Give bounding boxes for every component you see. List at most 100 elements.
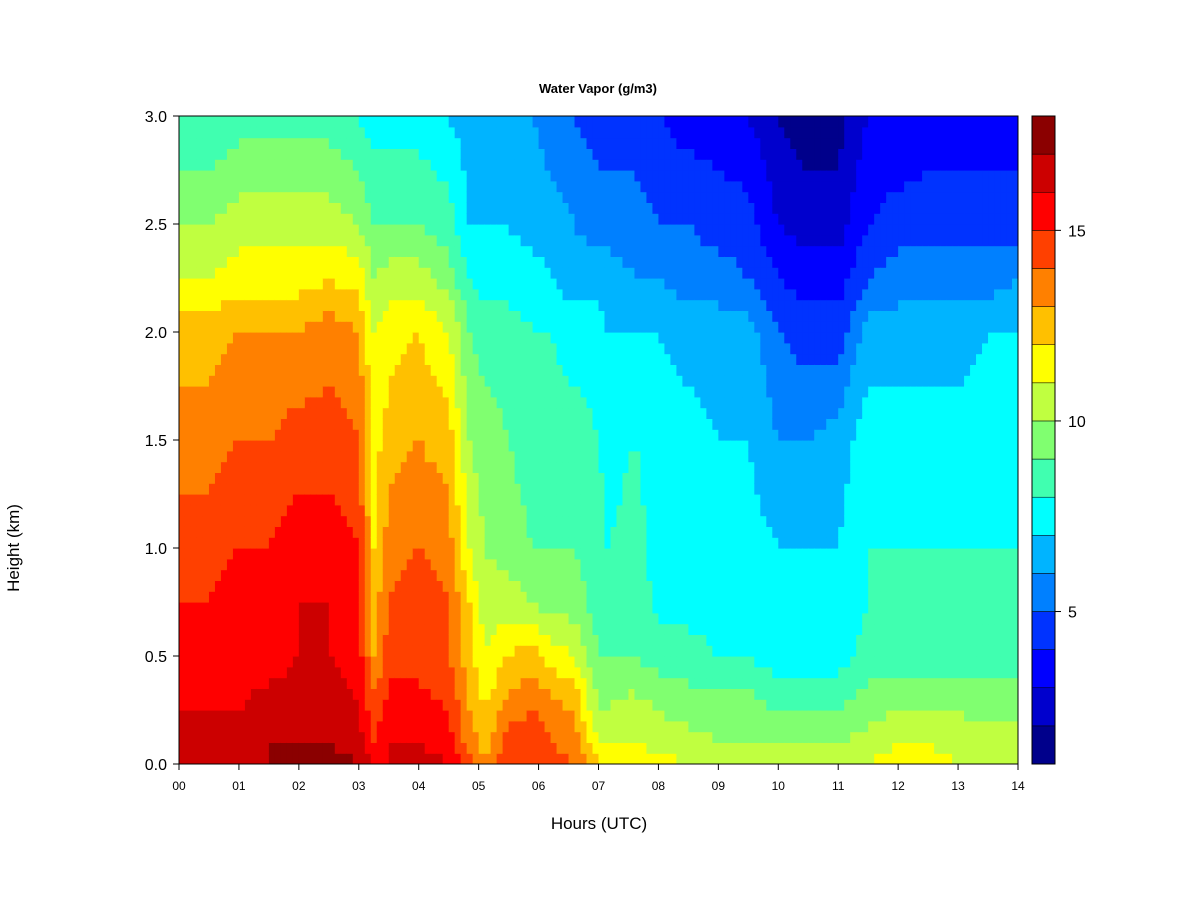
heatmap-cell [592, 375, 600, 387]
heatmap-cell [484, 548, 492, 560]
heatmap-cell [592, 602, 600, 614]
heatmap-cell [586, 742, 594, 754]
heatmap-cell [424, 558, 432, 571]
heatmap-cell [550, 548, 558, 560]
heatmap-cell [664, 472, 672, 484]
heatmap-cell [400, 137, 408, 149]
heatmap-cell [580, 342, 588, 355]
heatmap-cell [346, 202, 354, 214]
heatmap-cell [622, 148, 630, 160]
heatmap-cell [394, 677, 402, 689]
heatmap-cell [574, 342, 582, 355]
heatmap-cell [658, 656, 666, 668]
heatmap-cell [634, 364, 642, 376]
heatmap-cell [424, 634, 432, 646]
heatmap-cell [340, 526, 348, 538]
heatmap-cell [490, 159, 498, 171]
heatmap-cell [538, 418, 546, 430]
heatmap-cell [550, 278, 558, 290]
heatmap-cell [592, 170, 600, 182]
heatmap-cell [322, 526, 330, 538]
heatmap-cell [214, 148, 222, 160]
heatmap-cell [502, 569, 510, 581]
heatmap-cell [322, 612, 330, 625]
heatmap-cell [574, 666, 582, 679]
heatmap-cell [454, 310, 462, 322]
heatmap-cell [334, 299, 342, 311]
heatmap-cell [466, 602, 474, 614]
heatmap-cell [292, 170, 300, 182]
heatmap-cell [226, 213, 234, 225]
heatmap-cell [328, 699, 336, 711]
heatmap-cell [412, 504, 420, 517]
heatmap-cell [616, 634, 624, 646]
heatmap-cell [298, 202, 306, 214]
heatmap-cell [604, 548, 612, 560]
heatmap-cell [514, 472, 522, 484]
heatmap-cell [658, 288, 666, 301]
heatmap-cell [622, 526, 630, 538]
heatmap-cell [424, 494, 432, 506]
heatmap-cell [532, 591, 540, 603]
heatmap-cell [214, 386, 222, 398]
heatmap-cell [364, 645, 372, 657]
heatmap-cell [322, 677, 330, 689]
heatmap-cell [412, 472, 420, 484]
heatmap-cell [514, 396, 522, 409]
heatmap-cell [364, 375, 372, 387]
heatmap-cell [286, 310, 294, 322]
heatmap-cell [220, 494, 228, 506]
heatmap-cell [568, 180, 576, 193]
heatmap-cell [640, 375, 648, 387]
heatmap-cell [292, 332, 300, 344]
heatmap-cell [646, 634, 654, 646]
heatmap-cell [538, 245, 546, 257]
heatmap-cell [598, 310, 606, 322]
heatmap-cell [244, 742, 252, 754]
heatmap-cell [298, 656, 306, 668]
heatmap-cell [466, 537, 474, 549]
heatmap-cell [586, 213, 594, 225]
heatmap-cell [376, 483, 384, 495]
heatmap-cell [544, 353, 552, 365]
heatmap-cell [460, 753, 468, 764]
heatmap-cell [430, 342, 438, 355]
heatmap-cell [544, 159, 552, 171]
heatmap-cell [346, 353, 354, 365]
heatmap-cell [400, 180, 408, 193]
heatmap-cell [610, 321, 618, 333]
heatmap-cell [220, 688, 228, 700]
heatmap-cell [262, 710, 270, 722]
heatmap-cell [514, 645, 522, 657]
heatmap-cell [274, 742, 282, 754]
heatmap-cell [448, 753, 456, 764]
heatmap-cell [280, 353, 288, 365]
heatmap-cell [514, 288, 522, 301]
heatmap-cell [496, 332, 504, 344]
heatmap-cell [478, 623, 486, 635]
heatmap-cell [226, 137, 234, 149]
heatmap-cell [328, 342, 336, 355]
heatmap-cell [436, 202, 444, 214]
heatmap-cell [544, 688, 552, 700]
heatmap-cell [550, 440, 558, 452]
heatmap-cell [652, 396, 660, 409]
heatmap-cell [646, 569, 654, 581]
heatmap-cell [346, 278, 354, 290]
heatmap-cell [472, 202, 480, 214]
heatmap-cell [568, 602, 576, 614]
heatmap-cell [280, 126, 288, 139]
heatmap-cell [628, 234, 636, 247]
heatmap-cell [568, 656, 576, 668]
heatmap-cell [376, 224, 384, 236]
heatmap-cell [358, 591, 366, 603]
heatmap-cell [664, 515, 672, 527]
heatmap-cell [670, 191, 677, 203]
heatmap-cell [328, 526, 336, 538]
heatmap-cell [388, 526, 396, 538]
heatmap-cell [292, 537, 300, 549]
heatmap-cell [286, 645, 294, 657]
heatmap-cell [238, 364, 246, 376]
heatmap-cell [358, 321, 366, 333]
heatmap-cell [370, 731, 378, 743]
